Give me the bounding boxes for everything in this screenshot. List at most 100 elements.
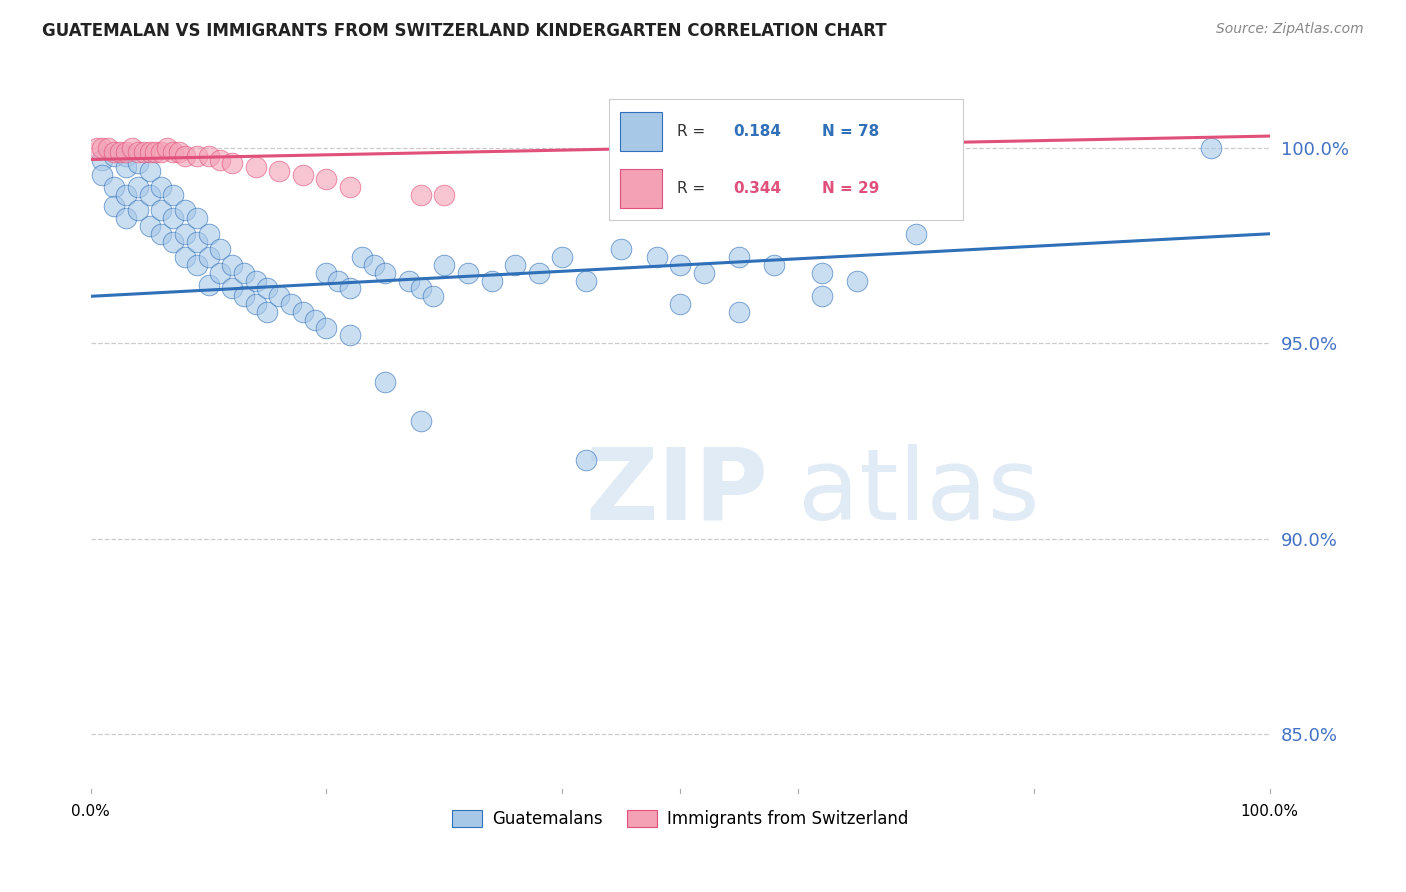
Point [315, 320, 337, 334]
Point [221, 156, 243, 170]
Point [422, 289, 444, 303]
Point [103, 179, 125, 194]
Point [315, 266, 337, 280]
Point [197, 227, 219, 241]
Point [197, 148, 219, 162]
Point [575, 453, 598, 467]
Point [138, 164, 160, 178]
Point [162, 211, 184, 226]
Point [846, 274, 869, 288]
Point [457, 266, 479, 280]
Point [409, 414, 432, 428]
Point [398, 274, 420, 288]
Point [103, 145, 125, 159]
Point [245, 161, 267, 175]
Point [232, 289, 254, 303]
Point [481, 274, 503, 288]
Point [280, 297, 302, 311]
Text: 100.0%: 100.0% [1240, 805, 1299, 820]
Point [728, 305, 751, 319]
Point [245, 297, 267, 311]
Point [209, 243, 232, 257]
Point [328, 274, 350, 288]
Point [433, 187, 456, 202]
Point [551, 250, 574, 264]
Point [156, 141, 179, 155]
Point [108, 145, 131, 159]
Point [339, 328, 361, 343]
Point [339, 281, 361, 295]
Point [186, 258, 208, 272]
Point [127, 179, 149, 194]
Point [315, 172, 337, 186]
Point [162, 145, 184, 159]
Point [186, 235, 208, 249]
Point [86, 141, 108, 155]
Point [291, 305, 314, 319]
Point [374, 376, 396, 390]
Point [138, 145, 160, 159]
Point [221, 258, 243, 272]
Point [503, 258, 526, 272]
Point [291, 168, 314, 182]
Text: Source: ZipAtlas.com: Source: ZipAtlas.com [1216, 22, 1364, 37]
Point [115, 145, 138, 159]
Point [433, 258, 456, 272]
Text: GUATEMALAN VS IMMIGRANTS FROM SWITZERLAND KINDERGARTEN CORRELATION CHART: GUATEMALAN VS IMMIGRANTS FROM SWITZERLAN… [42, 22, 887, 40]
Point [174, 250, 197, 264]
Point [174, 148, 197, 162]
Point [904, 227, 927, 241]
Point [304, 312, 326, 326]
Point [575, 274, 598, 288]
Point [138, 219, 160, 233]
Point [145, 145, 167, 159]
Point [209, 266, 232, 280]
Point [256, 305, 278, 319]
Point [197, 250, 219, 264]
Point [121, 141, 143, 155]
Point [221, 281, 243, 295]
Point [256, 281, 278, 295]
Point [269, 289, 291, 303]
Point [91, 141, 114, 155]
Point [127, 145, 149, 159]
Point [97, 141, 120, 155]
Point [645, 250, 668, 264]
Legend: Guatemalans, Immigrants from Switzerland: Guatemalans, Immigrants from Switzerland [444, 803, 915, 834]
Text: atlas: atlas [799, 443, 1039, 541]
Point [127, 156, 149, 170]
Point [115, 161, 138, 175]
Point [174, 203, 197, 218]
Point [103, 199, 125, 213]
Point [409, 187, 432, 202]
Point [232, 266, 254, 280]
Point [167, 145, 190, 159]
Point [269, 164, 291, 178]
Point [350, 250, 373, 264]
Point [174, 227, 197, 241]
Point [132, 145, 155, 159]
Point [527, 266, 550, 280]
Point [904, 172, 927, 186]
Point [810, 266, 832, 280]
Point [810, 179, 832, 194]
Point [91, 153, 114, 167]
Point [409, 281, 432, 295]
Point [245, 274, 267, 288]
Point [115, 187, 138, 202]
Point [374, 266, 396, 280]
Point [669, 297, 692, 311]
Point [693, 266, 716, 280]
Point [115, 211, 138, 226]
Point [610, 243, 633, 257]
Text: 0.0%: 0.0% [72, 805, 110, 820]
Point [150, 227, 173, 241]
Point [763, 258, 786, 272]
Point [186, 211, 208, 226]
Point [810, 289, 832, 303]
Point [209, 153, 232, 167]
Point [363, 258, 385, 272]
Point [115, 148, 138, 162]
Point [127, 203, 149, 218]
Point [669, 258, 692, 272]
